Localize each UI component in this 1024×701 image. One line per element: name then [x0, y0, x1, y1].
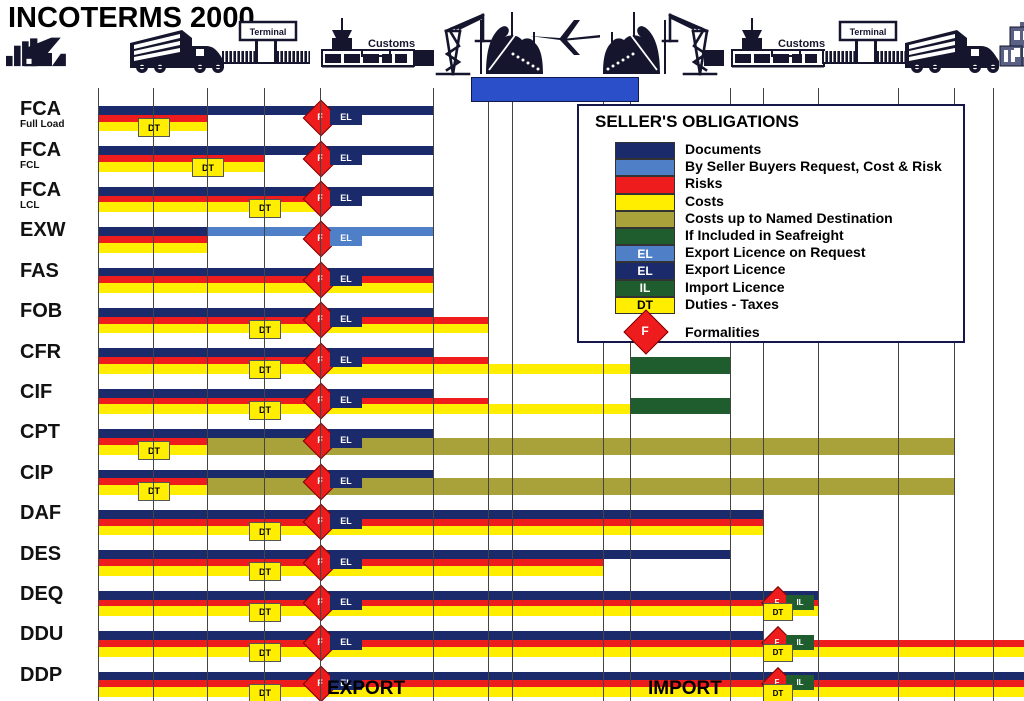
svg-text:Customs: Customs: [778, 38, 825, 50]
svg-text:Customs: Customs: [368, 38, 415, 50]
svg-text:Terminal: Terminal: [250, 27, 287, 37]
svg-text:Terminal: Terminal: [850, 27, 887, 37]
